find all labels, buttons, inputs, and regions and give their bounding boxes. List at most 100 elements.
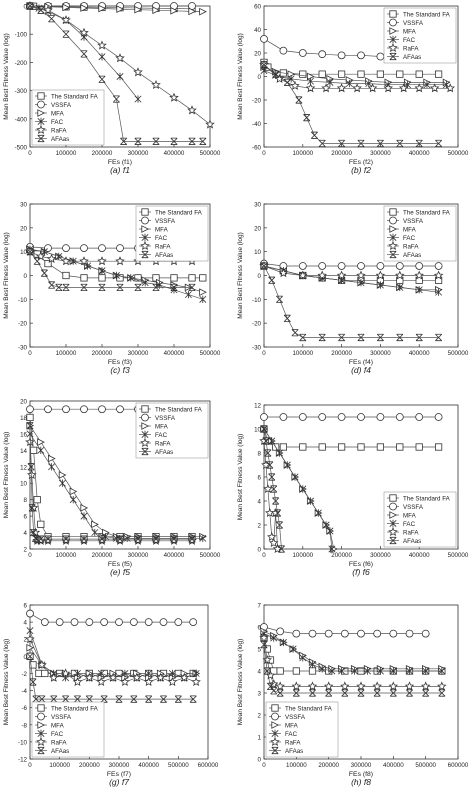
marker-legend [141, 422, 150, 430]
marker-point [276, 689, 284, 697]
marker-point [152, 283, 160, 292]
marker-point [276, 449, 284, 457]
marker-point [337, 413, 346, 421]
marker-point [325, 689, 333, 697]
marker-point [129, 618, 138, 627]
marker-point [318, 139, 326, 148]
marker-point [184, 290, 192, 299]
marker-point [376, 262, 385, 270]
marker-point [338, 667, 346, 675]
marker-point [37, 438, 45, 446]
marker-point [445, 83, 455, 93]
y-tick-label: 6 [24, 603, 28, 610]
marker-point [62, 244, 70, 252]
marker-point [260, 35, 268, 43]
series-the-standard-fa [260, 425, 443, 451]
y-tick-label: -400 [15, 116, 28, 123]
marker-point [356, 681, 366, 691]
marker-point [33, 257, 41, 265]
marker-point [318, 413, 327, 421]
marker-point [27, 470, 37, 480]
x-tick-label: 500000 [415, 762, 436, 769]
marker-point [26, 626, 34, 635]
y-axis-title: Mean Best Fitness Value (log) [237, 639, 244, 726]
marker-point [270, 485, 278, 493]
marker-point [199, 534, 207, 543]
x-tick-label: 200000 [92, 150, 113, 157]
legend-label: VSSFA [403, 218, 424, 225]
marker-point [272, 70, 280, 78]
legend-label: VSSFA [403, 20, 424, 27]
marker-point [328, 667, 336, 675]
marker-point [263, 645, 271, 653]
x-tick-label: 500000 [200, 350, 221, 357]
series-line [263, 440, 278, 550]
marker-point [279, 413, 288, 421]
legend-label: FAC [51, 119, 64, 126]
marker-point [159, 618, 168, 627]
marker-point [351, 667, 359, 675]
marker-point [116, 405, 124, 414]
marker-point [192, 669, 200, 678]
marker-point [112, 271, 120, 280]
marker-point [422, 689, 430, 697]
marker-point [405, 629, 414, 638]
x-tick-label: 100000 [56, 150, 77, 157]
marker-point [80, 244, 88, 252]
marker-point [338, 139, 346, 148]
marker-point [189, 618, 198, 627]
y-axis-title: Mean Best Fitness Value (log) [3, 432, 10, 519]
marker-point [108, 672, 118, 682]
series-afaas [260, 262, 443, 342]
y-tick-label: 6 [258, 475, 262, 482]
marker-point [116, 244, 124, 252]
series-line [263, 428, 282, 550]
marker-point [309, 689, 316, 697]
marker-point [80, 535, 88, 543]
marker-point [62, 695, 70, 703]
series-rafa [259, 59, 455, 93]
marker-point [398, 83, 409, 93]
y-tick-label: -6 [21, 705, 27, 712]
marker-legend [141, 216, 149, 225]
marker-point [299, 654, 307, 662]
marker-point [415, 443, 423, 451]
marker-point [433, 270, 444, 280]
marker-legend [36, 737, 46, 747]
legend-label: MFA [51, 110, 65, 117]
marker-point [26, 643, 35, 652]
marker-point [263, 667, 271, 675]
marker-legend [389, 225, 398, 233]
marker-point [376, 139, 384, 148]
y-axis-title: Mean Best Fitness Value (log) [237, 232, 244, 319]
marker-legend [141, 405, 149, 413]
marker-point [37, 446, 45, 455]
marker-point [336, 83, 347, 93]
y-tick-label: 10 [254, 427, 261, 434]
x-axis-title: FEs (f4) [349, 359, 373, 366]
marker-legend [271, 712, 279, 721]
legend-label: AFAas [155, 252, 173, 259]
marker-point [434, 262, 443, 270]
marker-point [356, 270, 366, 280]
marker-point [40, 247, 48, 256]
marker-point [199, 137, 207, 145]
marker-point [396, 333, 404, 342]
y-tick-label: 6 [24, 514, 28, 521]
marker-point [260, 641, 268, 649]
x-tick-label: 200000 [92, 350, 113, 357]
marker-point [44, 535, 52, 543]
marker-legend [389, 18, 397, 27]
series-vssfa [260, 413, 443, 421]
series-vssfa [260, 623, 430, 638]
x-tick-label: 300000 [128, 552, 149, 559]
marker-point [435, 288, 443, 296]
marker-point [415, 139, 423, 148]
marker-point [376, 413, 385, 421]
marker-point [145, 669, 153, 678]
legend-label: FAC [403, 235, 416, 242]
marker-point [61, 256, 71, 266]
marker-point [121, 669, 129, 678]
series-line [263, 263, 439, 267]
